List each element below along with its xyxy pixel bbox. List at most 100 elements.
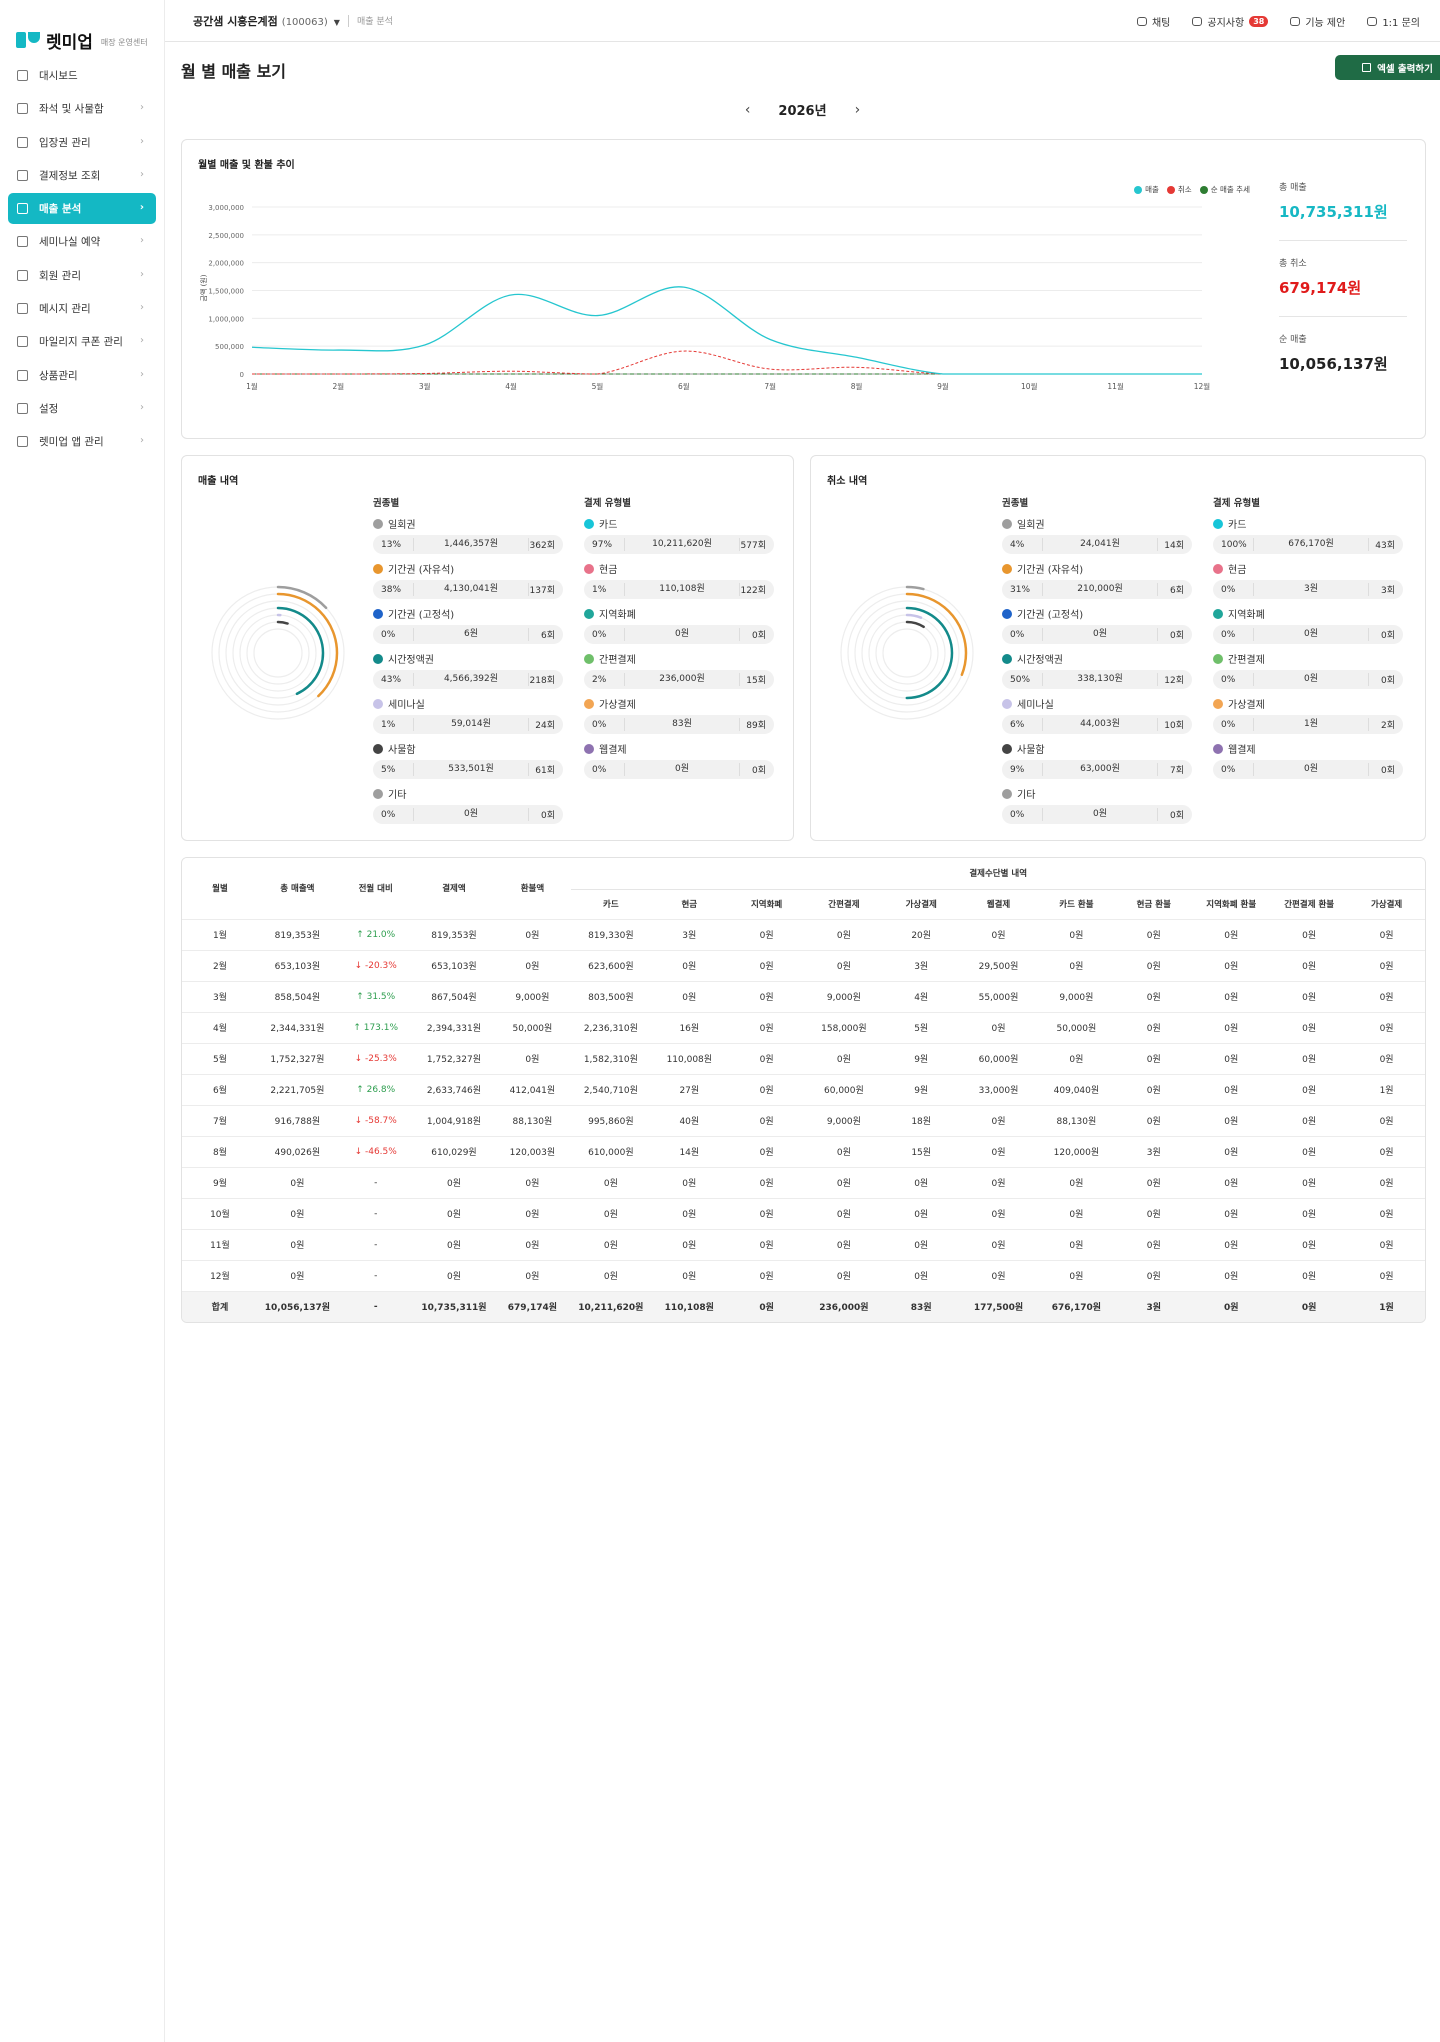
breakdown-amount: 0원	[1042, 628, 1158, 641]
table-cell: 14원	[650, 1135, 729, 1167]
table-cell: 2,633,746원	[414, 1073, 494, 1105]
table-cell: 10,056,137원	[257, 1290, 337, 1322]
breakdown-count: 218회	[529, 676, 555, 686]
breakdown-value-bar: 1% 110,108원 122회	[584, 580, 774, 599]
sidebar-item[interactable]: 세미나실 예약 ›	[8, 226, 156, 257]
sidebar-item[interactable]: 입장권 관리 ›	[8, 127, 156, 158]
logo-icon	[16, 32, 40, 48]
logo-subtitle: 매장 운영센터	[100, 37, 148, 47]
breakdown-count: 0회	[751, 631, 766, 641]
table-cell: 0원	[728, 1197, 805, 1229]
table-subheader: 카드	[571, 889, 651, 919]
table-row: 8월 490,026원 ↓ -46.5% 610,029원 120,003원 610,00…	[182, 1135, 1425, 1167]
breakdown-count: 0회	[1380, 631, 1395, 641]
table-cell: 0원	[650, 1259, 729, 1291]
legend-swatch	[1002, 653, 1012, 664]
table-cell: 0원	[1270, 1042, 1349, 1074]
breakdown-value-bar: 0% 0원 0회	[1002, 805, 1192, 824]
sidebar-item[interactable]: 대시보드	[8, 60, 156, 91]
table-cell: 16원	[650, 1011, 729, 1043]
table-cell: 0원	[493, 1197, 572, 1229]
inquiry-button[interactable]: 1:1 문의	[1367, 14, 1420, 29]
breakdown-item: 간편결제 2% 236,000원 15회	[584, 652, 774, 689]
breakdown-item-name: 웹결제	[599, 745, 627, 756]
monthly-table-container[interactable]: 월별 총 매출액 전월 대비 결제액 환불액 결제수단별 내역 카드 현금 지역화폐…	[181, 857, 1426, 1323]
table-cell: 490,026원	[257, 1135, 337, 1167]
store-selector[interactable]: 공간샘 시흥은계점 (100063) ▼	[193, 13, 340, 29]
sidebar-item-label: 회원 관리	[39, 269, 81, 282]
table-cell: 2,540,710원	[571, 1073, 651, 1105]
breakdown-value-bar: 0% 0원 0회	[1213, 670, 1403, 689]
table-cell: 0원	[728, 980, 805, 1012]
sidebar-item[interactable]: 좌석 및 사물함 ›	[8, 93, 156, 124]
table-cell: 858,504원	[257, 980, 337, 1012]
radial-track	[868, 614, 946, 692]
notice-button[interactable]: 공지사항 38	[1192, 14, 1269, 29]
sidebar-item[interactable]: 설정 ›	[8, 393, 156, 424]
table-cell: 0원	[1115, 1259, 1193, 1291]
ticket-type-title: 권종별	[373, 498, 400, 509]
breakdown-percent: 0%	[1010, 629, 1025, 640]
sidebar-item-label: 메시지 관리	[39, 303, 91, 316]
table-cell: 60,000원	[804, 1073, 883, 1105]
table-cell: 120,000원	[1037, 1135, 1116, 1167]
breakdown-value-bar: 0% 6원 6회	[373, 625, 563, 644]
sidebar-item-label: 좌석 및 사물함	[39, 103, 104, 116]
table-subheader: 간편결제 환불	[1270, 889, 1349, 919]
radial-arc	[238, 613, 318, 693]
bag-icon	[17, 369, 28, 381]
sidebar-item-label: 매출 분석	[39, 203, 82, 216]
table-cell: 5월	[182, 1042, 258, 1074]
table-cell: 10,211,620원	[571, 1290, 651, 1322]
next-year-button[interactable]: ›	[854, 101, 861, 118]
table-cell: 20원	[882, 918, 960, 950]
table-cell: 623,600원	[571, 949, 651, 981]
table-header: 전월 대비	[336, 858, 415, 919]
table-cell: 9원	[882, 1073, 960, 1105]
table-row: 7월 916,788원 ↓ -58.7% 1,004,918원 88,130원 995,8…	[182, 1104, 1425, 1136]
sidebar-item[interactable]: 메시지 관리 ›	[8, 293, 156, 324]
breakdown-percent: 100%	[1221, 539, 1247, 550]
radial-arc	[210, 585, 346, 721]
sidebar-item[interactable]: 회원 관리 ›	[8, 260, 156, 291]
table-cell: 0원	[1037, 1166, 1116, 1198]
table-cell: -	[336, 1228, 415, 1260]
chat-button[interactable]: 채팅	[1136, 14, 1170, 29]
sidebar-item[interactable]: 결제정보 조회 ›	[8, 160, 156, 191]
table-cell: 679,174원	[493, 1290, 572, 1322]
logo[interactable]: 렛미업 매장 운영센터	[0, 0, 164, 60]
chart-legend: 매출 취소 순 매출 추세	[1134, 184, 1250, 195]
sidebar-item[interactable]: 매출 분석 ›	[8, 193, 156, 225]
breakdown-count: 15회	[746, 676, 766, 686]
table-cell: 12월	[182, 1259, 258, 1291]
table-cell: 0원	[1270, 949, 1349, 981]
breakdown-item: 세미나실 6% 44,003원 10회	[1002, 697, 1192, 734]
excel-export-button[interactable]: 엑셀 출력하기	[1335, 55, 1440, 80]
breakdown-amount: 0원	[1253, 763, 1369, 776]
sidebar-item[interactable]: 상품관리 ›	[8, 360, 156, 391]
sidebar-item[interactable]: 렛미업 앱 관리 ›	[8, 426, 156, 457]
table-cell: 0원	[1348, 1197, 1425, 1229]
breakdown-percent: 5%	[381, 764, 396, 775]
cancel-breakdown-card: 취소 내역 권종별 결제 유형별 일회권 4% 24,041원 14회 기간권 (자유석…	[810, 455, 1426, 841]
breakdown-percent: 0%	[381, 809, 396, 820]
table-cell: 0원	[1115, 1197, 1193, 1229]
breakdown-value-bar: 100% 676,170원 43회	[1213, 535, 1403, 554]
chevron-right-icon: ›	[140, 368, 144, 380]
page-title: 월 별 매출 보기	[181, 62, 287, 81]
breakdown-item-name: 일회권	[388, 520, 416, 531]
table-cell: 0원	[1270, 1073, 1349, 1105]
chevron-right-icon: ›	[140, 235, 144, 247]
suggest-button[interactable]: 기능 제안	[1290, 14, 1345, 29]
total-sales-value: 10,735,311원	[1279, 203, 1388, 221]
table-cell: ↓ -58.7%	[336, 1104, 415, 1136]
prev-year-button[interactable]: ‹	[744, 101, 751, 118]
legend-item: 취소	[1166, 184, 1192, 195]
table-cell: 0원	[1348, 1042, 1425, 1074]
breakdown-item-name: 카드	[599, 520, 618, 531]
breakdown-item: 기간권 (자유석) 31% 210,000원 6회	[1002, 562, 1192, 599]
breakdown-item-name-row: 웹결제	[584, 742, 774, 756]
table-cell: 10월	[182, 1197, 258, 1229]
breakdown-item-name: 시간정액권	[388, 655, 434, 666]
sidebar-item[interactable]: 마일리지 쿠폰 관리 ›	[8, 326, 156, 357]
